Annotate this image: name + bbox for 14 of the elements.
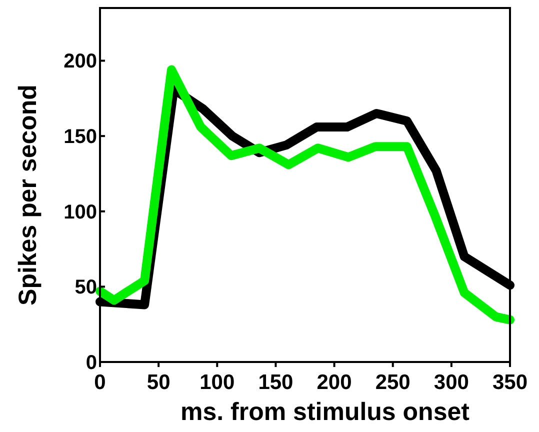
x-tick-label: 150 [258,371,294,394]
y-tick-label: 0 [86,352,97,374]
x-tick-label: 350 [492,371,528,394]
y-tick-label: 150 [64,126,97,148]
y-axis-title: Spikes per second [14,84,42,306]
x-axis-title: ms. from stimulus onset [180,398,470,426]
y-tick-label: 200 [64,50,97,73]
x-tick-label: 250 [375,371,410,394]
x-tick-label: 50 [146,371,170,394]
y-tick-label: 100 [64,201,97,224]
x-tick-label: 100 [200,371,235,394]
x-tick-label: 200 [316,371,352,394]
x-tick-label: 300 [434,371,469,394]
y-tick-label: 50 [74,276,97,299]
